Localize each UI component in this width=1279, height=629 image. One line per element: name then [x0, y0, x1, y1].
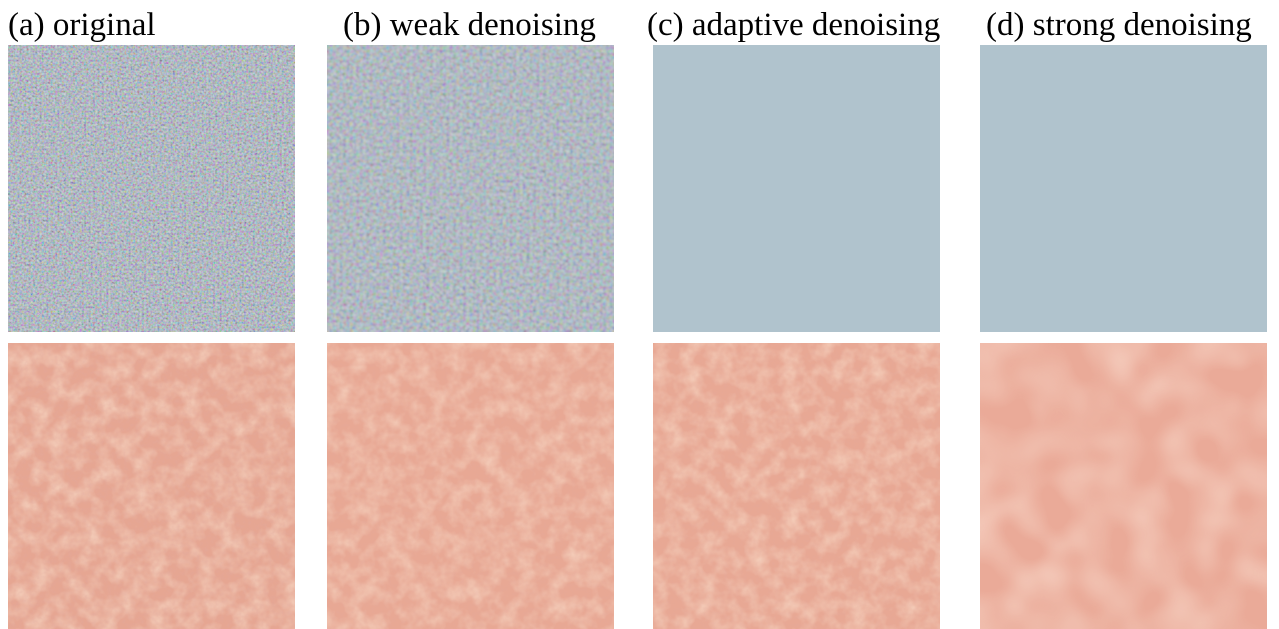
- caption: (c) adaptive denoising: [647, 7, 940, 43]
- caption: (b) weak denoising: [343, 7, 596, 43]
- image-skin-weak: [327, 343, 614, 629]
- image-sky-original: [8, 45, 295, 332]
- page: {"figure": {"captions": ["(a) original",…: [0, 0, 1279, 629]
- figure: (a) original (b) weak denoising (c) adap…: [0, 0, 1279, 629]
- caption: (d) strong denoising: [986, 7, 1252, 43]
- image-sky-adaptive: [653, 45, 940, 332]
- image-sky-strong: [980, 45, 1267, 332]
- caption: (a) original: [8, 7, 156, 43]
- image-skin-strong: [980, 343, 1267, 629]
- image-sky-weak: [327, 45, 614, 332]
- image-skin-adaptive: [653, 343, 940, 629]
- image-skin-original: [8, 343, 295, 629]
